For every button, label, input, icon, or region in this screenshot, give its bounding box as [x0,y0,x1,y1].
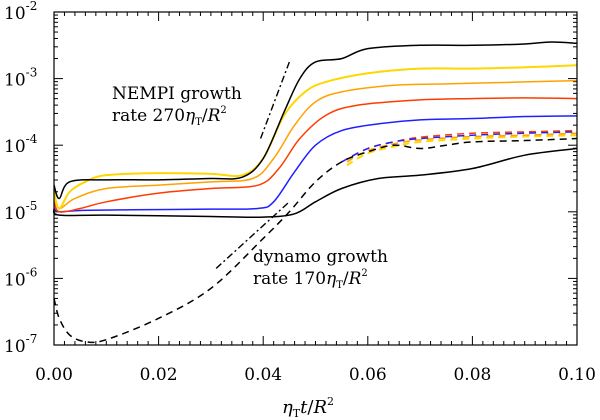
series-line-blue-solid [53,115,578,213]
y-tick-label: 10-6 [4,265,37,290]
y-tick-label: 10-4 [4,132,38,157]
series-line-orange-dashed [346,132,578,163]
series-line-black-solid-bottom [52,147,578,219]
dynamo-growth-reference [215,201,290,269]
x-tick-label: 0.06 [349,365,387,385]
xlabel-eta: η [282,397,293,418]
dynamo-eta: η [326,269,337,289]
series-layer [52,41,578,344]
plot-frame [53,11,578,346]
xlabel-eta-sub: T [293,407,301,420]
nempi-rate-prefix: rate 270 [112,106,185,126]
dynamo-R: R [348,269,362,289]
dynamo-annotation-line1: dynamo growth [253,247,388,267]
nempi-R: R [207,106,221,126]
dynamo-over: / [343,269,349,289]
nempi-growth-reference [259,61,291,139]
x-tick-label: 0.00 [35,365,73,385]
dynamo-rate-prefix: rate 170 [253,269,326,289]
nempi-annotation-line1: NEMPI growth [112,84,242,104]
dynamo-eta-sub: T [336,280,343,291]
y-tick-label: 10-3 [4,66,37,91]
series-line-yellow-dashed [346,134,578,167]
nempi-annotation-line2: rate 270ηT/R2 [112,105,227,128]
x-axis-label: ηTt/R2 [282,395,334,420]
series-line-black-dashed [53,137,578,344]
x-tick-label: 0.04 [244,365,282,385]
xlabel-R: R [312,397,327,418]
y-tick-label: 10-2 [4,0,37,24]
dynamo-annotation-line2: rate 170ηT/R2 [253,268,368,291]
series-line-blue-dashed [341,131,578,163]
nempi-eta: η [185,106,196,126]
xlabel-t: t [300,397,308,418]
series-line-orange-solid [53,79,578,210]
y-tick-label: 10-7 [4,332,37,357]
y-tick-labels: 10-2 10-3 10-4 10-5 10-6 10-7 [4,0,38,357]
dynamo-R-sup: 2 [361,268,367,279]
y-tick-label: 10-5 [4,199,37,224]
series-line-red-solid [53,97,578,213]
series-line-black-solid-top [53,41,578,200]
x-tick-labels: 0.00 0.02 0.04 0.06 0.08 0.10 [35,365,596,385]
nempi-over: / [202,106,208,126]
nempi-R-sup: 2 [220,105,226,116]
xlabel-over: / [307,397,314,418]
x-tick-label: 0.08 [453,365,491,385]
xlabel-R-sup: 2 [327,395,334,408]
x-tick-label: 0.10 [558,365,596,385]
nempi-eta-sub: T [195,117,202,128]
x-tick-label: 0.02 [140,365,178,385]
